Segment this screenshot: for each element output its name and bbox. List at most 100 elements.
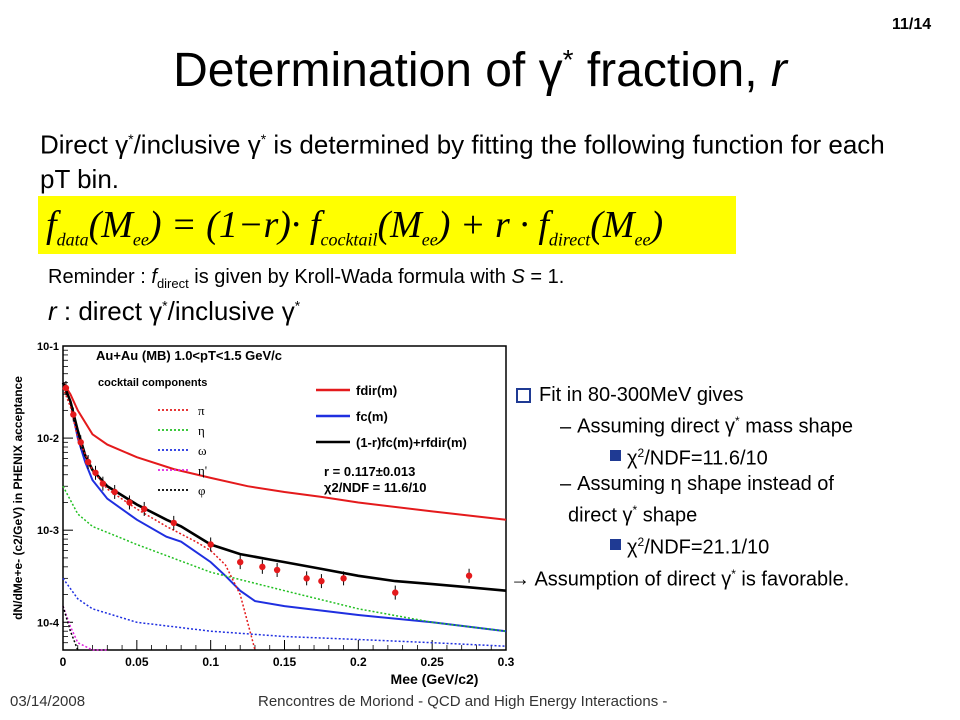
r-def-star-2: * [294, 297, 301, 314]
r-definition: r : direct γ*/inclusive γ* [48, 296, 300, 327]
legend-label: π [198, 403, 205, 418]
footer-date: 03/14/2008 [10, 693, 86, 710]
title-suffix: fraction, [573, 44, 771, 97]
r-def-gamma-2: γ [281, 296, 295, 326]
mass-spectrum-plot: 0 0.05 0.1 0.15 0.2 0.25 0.3 10-1 10-2 10-3 10-4 Me… [8, 338, 516, 690]
y-tick-label: 10-1 [37, 341, 59, 353]
x-tick-label: 0.25 [420, 655, 444, 669]
reminder-text: Reminder : fdirect is given by Kroll-Wad… [48, 266, 564, 291]
dash-2: – [560, 473, 572, 496]
chi-1: χ [627, 447, 638, 470]
bullet-fit-range: Fit in 80-300MeV gives [516, 382, 958, 408]
gamma-1: γ [724, 415, 735, 438]
data-point [126, 499, 133, 506]
legend-label: η [198, 423, 205, 438]
y-tick-label: 10-2 [37, 433, 59, 445]
y-tick-label: 10-3 [37, 525, 59, 537]
legend-label: (1-r)fc(m)+rfdir(m) [356, 435, 467, 450]
conclusion-post: is favorable. [735, 568, 850, 591]
r-def-text1: : direct [56, 296, 150, 326]
data-point [84, 458, 92, 466]
bullet-chi2-eta: χ2/NDF=21.1/10 [610, 529, 958, 561]
series-line-4 [62, 485, 507, 632]
title-prefix: Determination of [173, 44, 539, 97]
reminder-s: S [511, 266, 525, 288]
x-tick-label: 0.05 [125, 655, 149, 669]
series-line-2 [61, 382, 507, 592]
formula-ee-2: ee [421, 229, 438, 250]
bullet-eta-cont-post: shape [637, 504, 698, 527]
data-point [70, 411, 77, 418]
bullet-chi2-direct: χ2/NDF=11.6/10 [610, 440, 958, 472]
formula-ee-1: ee [132, 229, 149, 250]
intro-star-1: * [128, 131, 134, 147]
bullet-fit-range-text: Fit in 80-300MeV gives [539, 384, 744, 406]
series-line-3 [62, 387, 256, 651]
fit-formula: fdata(Mee) = (1−r)· fcocktail(Mee) + r ·… [38, 196, 736, 254]
data-point [207, 541, 214, 548]
chi-two-1: 2 [637, 445, 645, 460]
legend-label: fc(m) [356, 409, 388, 424]
star-2: * [632, 503, 638, 518]
data-point [62, 384, 70, 392]
intro-part2: /inclusive [133, 129, 248, 160]
data-point [237, 558, 244, 566]
eta-symbol: η [670, 473, 682, 496]
data-point [318, 577, 325, 585]
chi-two-2: 2 [637, 534, 645, 549]
reminder-rest: is given by Kroll-Wada formula with [188, 266, 512, 288]
slide-number: 11/14 [892, 16, 932, 33]
r-def-star-1: * [162, 297, 168, 314]
bullet-eta-cont-pre: direct [568, 504, 623, 527]
chi-2: χ [627, 536, 638, 559]
filled-square-icon-2 [610, 539, 621, 551]
series-line-1 [62, 382, 507, 633]
fit-chi2-text: χ2/NDF = 11.6/10 [324, 480, 427, 495]
formula-cocktail-sub: cocktail [320, 229, 378, 250]
title-gamma: γ [538, 44, 563, 97]
title-star: * [562, 44, 574, 75]
footer-conference: Rencontres de Moriond - QCD and High Ene… [258, 693, 668, 710]
bullet-eta-shape-post: shape instead of [681, 473, 834, 496]
series-line-5 [62, 577, 507, 647]
title-r: r [770, 44, 787, 97]
bullet-eta-shape-cont: direct γ* shape [568, 497, 958, 529]
gamma-2: γ [622, 504, 633, 527]
data-point [170, 519, 177, 527]
formula-close: ) [650, 204, 664, 246]
bullet-eta-shape: – Assuming η shape instead of [560, 471, 958, 497]
data-point [99, 480, 107, 487]
y-tick-label: 10-4 [37, 617, 60, 629]
data-point [303, 575, 310, 582]
formula-f1: f [46, 204, 57, 246]
r-def-text2: /inclusive [167, 296, 282, 326]
arrow-icon: → [510, 568, 530, 591]
bullet-eta-shape-pre: Assuming [577, 473, 671, 496]
dash-1: – [560, 415, 572, 438]
filled-square-icon [610, 449, 621, 461]
intro-gamma-1: γ [115, 129, 129, 160]
y-axis-label: dN/dMe+e- (c2/GeV) in PHENIX acceptance [11, 376, 25, 620]
formula-plus: ) + r · f [437, 204, 549, 246]
formula-mee-2: (M [377, 204, 422, 246]
intro-part1: Direct [40, 129, 116, 160]
bullet-square-icon [516, 387, 531, 403]
legend-label: ω [198, 443, 207, 458]
formula-eq: ) = (1−r)· f [148, 204, 321, 246]
gamma-3: γ [721, 568, 732, 591]
star-1: * [734, 414, 740, 428]
intro-gamma-2: γ [247, 129, 261, 160]
chart-title: Au+Au (MB) 1.0<pT<1.5 GeV/c [96, 348, 282, 363]
formula-data-sub: data [56, 229, 89, 250]
x-tick-label: 0 [60, 655, 67, 669]
conclusion-pre: Assumption of direct [530, 568, 722, 591]
legend-label: φ [198, 483, 206, 498]
star-3: * [731, 566, 736, 581]
data-point [465, 572, 473, 579]
legend-label: η' [198, 463, 207, 478]
x-tick-label: 0.1 [202, 655, 219, 669]
bullet-list: Fit in 80-300MeV gives – Assuming direct … [510, 382, 958, 592]
x-tick-label: 0.3 [498, 655, 515, 669]
series-line-7 [62, 605, 79, 651]
x-tick-label: 0.15 [273, 655, 297, 669]
